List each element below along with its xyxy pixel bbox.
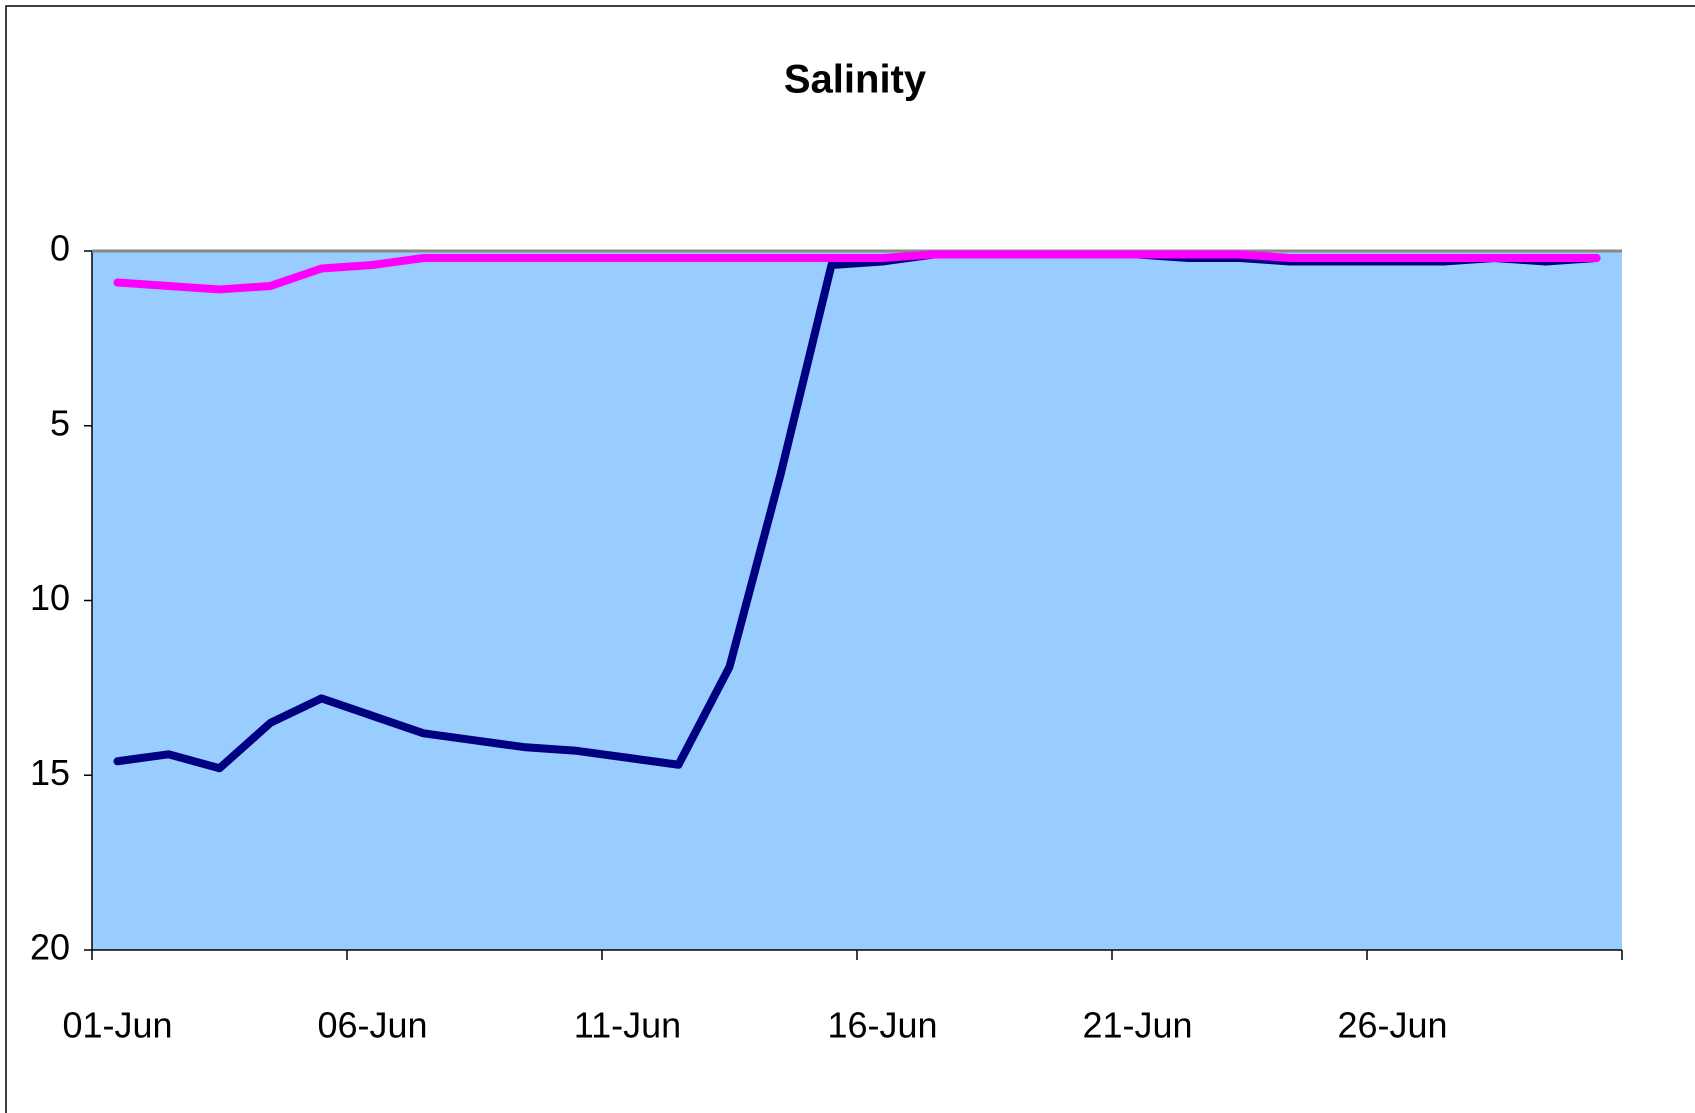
y-tick-label: 20 (30, 927, 70, 968)
y-tick-label: 0 (50, 228, 70, 269)
x-tick-label: 06-Jun (317, 1005, 427, 1046)
y-tick-label: 10 (30, 577, 70, 618)
x-tick-label: 01-Jun (62, 1005, 172, 1046)
x-tick-label: 21-Jun (1082, 1005, 1192, 1046)
y-tick-label: 15 (30, 752, 70, 793)
x-tick-label: 11-Jun (574, 1005, 681, 1046)
plot-area (92, 251, 1622, 950)
x-tick-label: 16-Jun (827, 1005, 937, 1046)
series-line (113, 250, 1601, 294)
x-tick-label: 26-Jun (1337, 1005, 1447, 1046)
y-tick-label: 5 (50, 402, 70, 443)
chart-title: Salinity (784, 58, 927, 102)
